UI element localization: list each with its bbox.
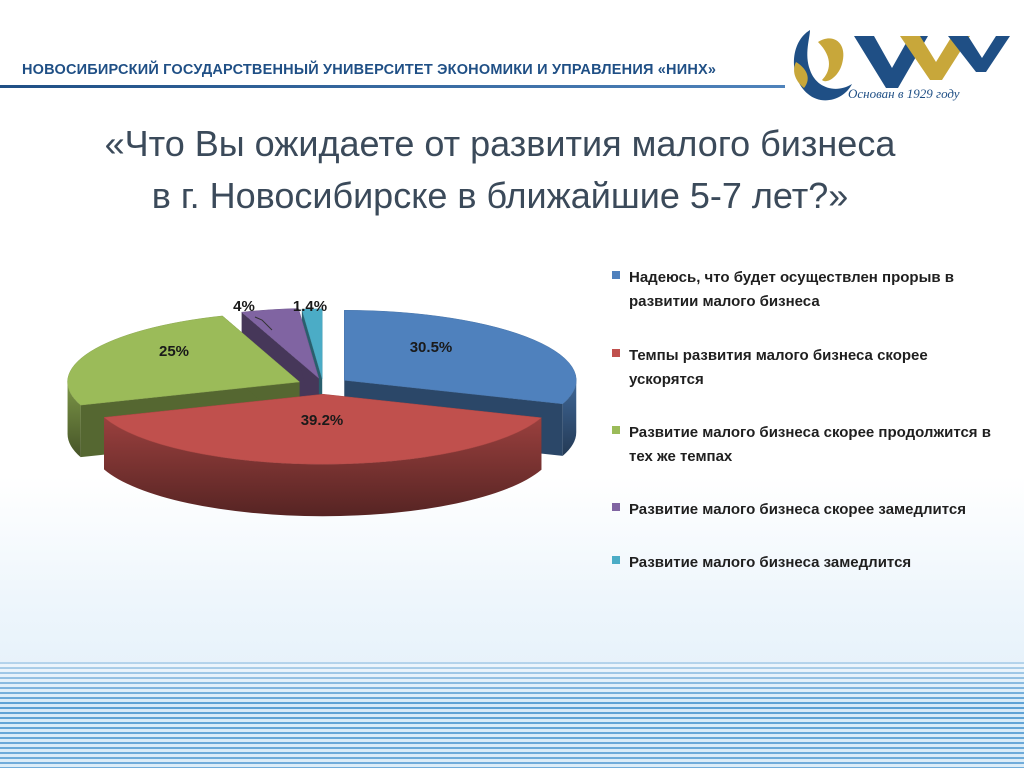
legend-item: Развитие малого бизнеса скорее замедлитс…	[612, 498, 1002, 522]
legend-item: Развитие малого бизнеса замедлится	[612, 551, 1002, 575]
legend-swatch	[612, 556, 620, 564]
data-label-1: 39.2%	[301, 412, 344, 429]
legend-item: Надеюсь, что будет осуществлен прорыв в …	[612, 266, 1002, 314]
legend-label: Надеюсь, что будет осуществлен прорыв в …	[629, 269, 954, 310]
pie-slice-4	[301, 308, 323, 379]
legend-swatch	[612, 426, 620, 434]
legend-label: Развитие малого бизнеса замедлится	[629, 554, 912, 571]
header-divider	[0, 85, 785, 88]
data-label-0: 30.5%	[410, 339, 453, 356]
legend-item: Темпы развития малого бизнеса скорее уск…	[612, 344, 1002, 392]
legend-label: Темпы развития малого бизнеса скорее уск…	[629, 347, 928, 388]
pie-slice-3	[241, 308, 320, 379]
university-name: НОВОСИБИРСКИЙ ГОСУДАРСТВЕННЫЙ УНИВЕРСИТЕ…	[22, 62, 717, 78]
label-leader-line	[254, 316, 273, 331]
legend-swatch	[612, 271, 620, 279]
slide-title-line-1: «Что Вы ожидаете от развития малого бизн…	[104, 123, 896, 164]
pie-slice-2	[67, 315, 301, 406]
logo-tagline: Основан в 1929 году	[848, 86, 960, 101]
legend-label: Развитие малого бизнеса скорее замедлитс…	[629, 501, 966, 518]
legend-swatch	[612, 349, 620, 357]
pie-slice-1	[103, 393, 542, 465]
data-label-3: 4%	[233, 298, 255, 315]
pie-slice-0	[344, 310, 577, 405]
chart-legend: Надеюсь, что будет осуществлен прорыв в …	[612, 266, 1002, 604]
pie-slice-rim-1	[104, 417, 542, 517]
slide-title-line-2: в г. Новосибирске в ближайшие 5-7 лет?»	[151, 175, 849, 216]
pie-slice-rim-0	[562, 380, 577, 456]
pie-slice-rim-2	[67, 381, 81, 458]
data-label-4: 1.4%	[293, 298, 327, 315]
legend-label: Развитие малого бизнеса скорее продолжит…	[629, 424, 991, 465]
university-logo	[793, 30, 1010, 101]
slide-title: «Что Вы ожидаете от развития малого бизн…	[0, 118, 1000, 222]
legend-item: Развитие малого бизнеса скорее продолжит…	[612, 421, 1002, 469]
data-label-2: 25%	[159, 343, 189, 360]
legend-swatch	[612, 503, 620, 511]
